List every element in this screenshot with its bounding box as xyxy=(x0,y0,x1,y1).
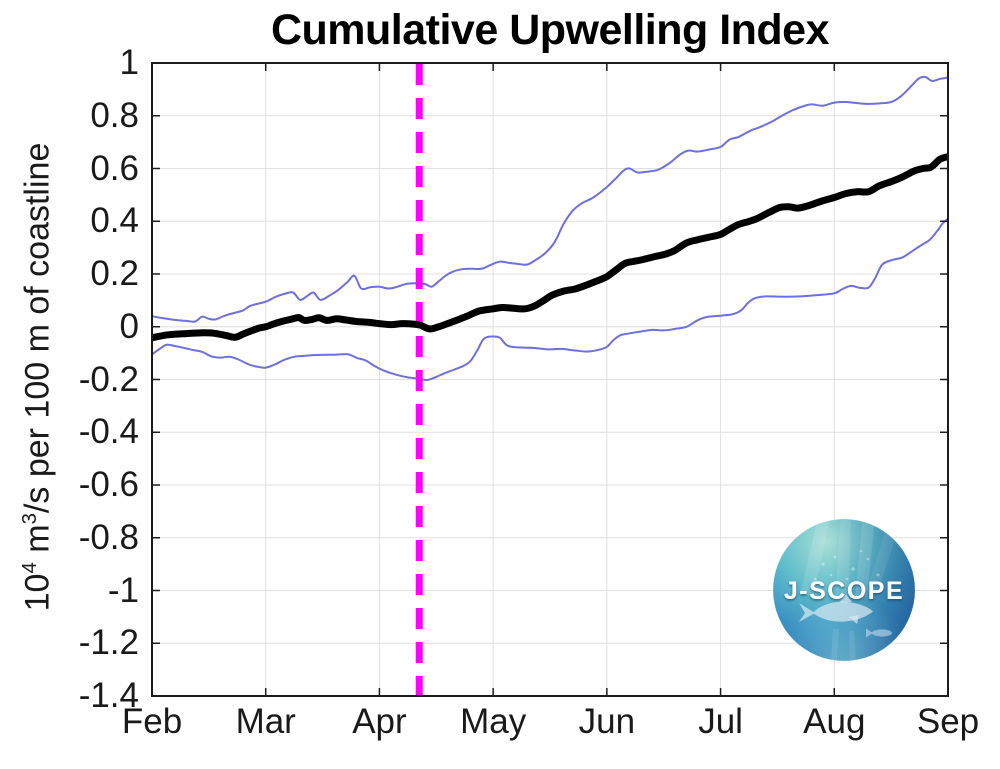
jscope-logo: J-SCOPE xyxy=(763,509,925,671)
cumulative-upwelling-mean-line xyxy=(151,153,950,342)
y-tick-label--1.4: -1.4 xyxy=(78,676,139,715)
jscope-logo-text: J-SCOPE xyxy=(784,577,904,605)
y-tick-label-0.4: 0.4 xyxy=(90,201,139,241)
y-tick-label--0.2: -0.2 xyxy=(78,359,139,399)
fish-icon xyxy=(799,594,873,624)
y-tick-label-0: 0 xyxy=(119,306,139,346)
y-tick-label--1: -1 xyxy=(107,570,139,610)
axes-frame xyxy=(151,62,949,697)
ensemble-lower-bound-line xyxy=(151,217,949,382)
y-tick-label-0.8: 0.8 xyxy=(90,95,139,135)
y-tick-label-0.6: 0.6 xyxy=(90,148,139,188)
chart-title: Cumulative Upwelling Index xyxy=(270,6,830,54)
x-tick-label-jun: Jun xyxy=(578,702,636,741)
x-tick-label-jul: Jul xyxy=(698,702,743,741)
y-tick-label-1: 1 xyxy=(119,43,139,82)
jscope-logo-image: J-SCOPE xyxy=(772,518,916,662)
small-fish-icon xyxy=(866,628,892,638)
x-tick-label-aug: Aug xyxy=(803,702,866,741)
x-tick-label-feb: Feb xyxy=(121,702,183,741)
y-tick-label--1.2: -1.2 xyxy=(78,623,139,663)
y-tick-label--0.4: -0.4 xyxy=(78,412,139,452)
tick-marks xyxy=(151,62,949,697)
logo-scene xyxy=(773,519,915,661)
fish-school-dots xyxy=(813,549,880,591)
x-tick-label-may: May xyxy=(460,702,527,741)
y-tick-label--0.8: -0.8 xyxy=(78,517,139,557)
y-tick-label--0.6: -0.6 xyxy=(78,465,139,504)
x-tick-label-sep: Sep xyxy=(916,702,980,741)
x-tick-label-apr: Apr xyxy=(352,702,407,741)
x-tick-label-mar: Mar xyxy=(235,702,296,741)
light-rays xyxy=(801,519,897,661)
ensemble-upper-bound-line xyxy=(151,75,949,323)
y-tick-label-0.2: 0.2 xyxy=(90,254,139,293)
